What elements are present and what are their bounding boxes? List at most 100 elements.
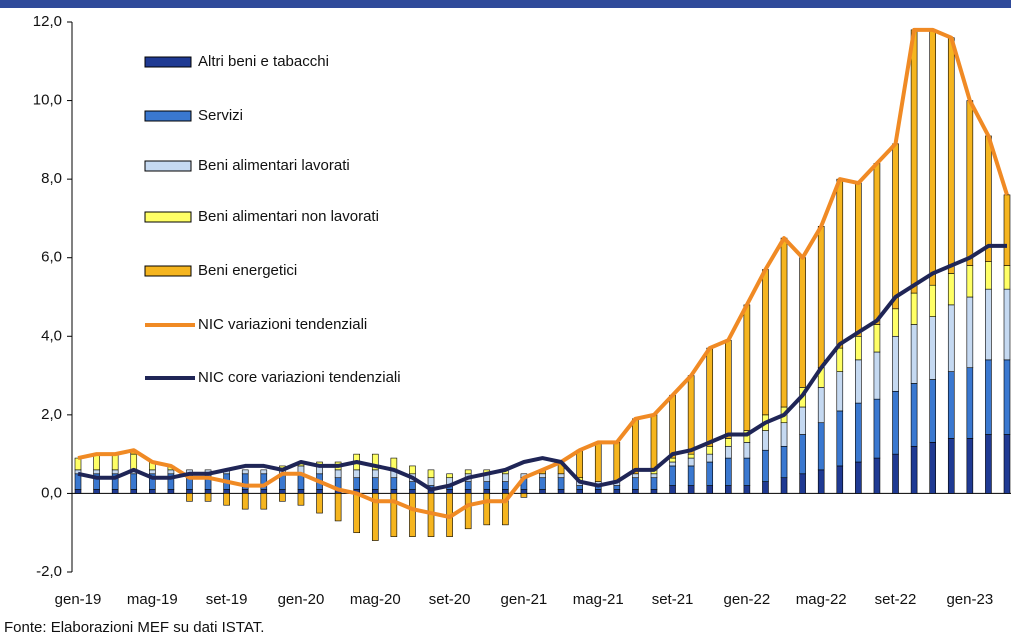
bar-segment <box>409 465 416 475</box>
bar-segment <box>892 308 899 337</box>
bar-segment <box>557 473 565 479</box>
bar-segment <box>594 442 602 482</box>
bar-segment <box>669 457 676 463</box>
bar-segment <box>483 489 491 494</box>
bar-segment <box>892 143 899 310</box>
bar-segment <box>706 453 714 463</box>
bar-segment <box>130 453 138 471</box>
source-note: Fonte: Elaborazioni MEF su dati ISTAT. <box>4 619 264 636</box>
bar-segment <box>873 163 881 325</box>
bar-segment <box>241 493 249 510</box>
bar-segment <box>1003 359 1011 435</box>
bar-segment <box>130 473 138 490</box>
bar-segment <box>223 489 230 494</box>
bar-segment <box>985 135 992 262</box>
bar-segment <box>613 442 621 482</box>
bar-segment <box>836 371 844 412</box>
bar-segment <box>539 489 546 494</box>
x-tick-label: mag-21 <box>573 591 624 608</box>
x-tick-label: set-20 <box>429 591 471 608</box>
bar-segment <box>966 367 974 439</box>
bar-segment <box>353 493 361 534</box>
bar-segment <box>929 29 936 286</box>
bar-segment <box>780 237 788 408</box>
bar-segment <box>687 453 695 459</box>
bar-segment <box>910 292 918 325</box>
x-tick-label: mag-20 <box>350 591 401 608</box>
x-tick-label: set-21 <box>652 591 694 608</box>
bar-segment <box>947 371 955 439</box>
x-tick-label: mag-19 <box>127 591 178 608</box>
bar-segment <box>353 477 361 490</box>
bar-segment <box>111 489 119 494</box>
bar-segment <box>855 461 862 494</box>
bar-segment <box>186 489 193 494</box>
bar-segment <box>297 493 305 506</box>
bar-segment <box>650 414 658 471</box>
bar-segment <box>297 489 305 494</box>
bar-segment <box>947 438 955 494</box>
bar-segment <box>111 453 119 471</box>
legend-label: Beni alimentari non lavorati <box>198 208 379 225</box>
bar-segment <box>985 359 992 435</box>
bar-segment <box>334 493 342 522</box>
bar-segment <box>873 324 881 353</box>
bar-segment <box>446 473 453 479</box>
bar-segment <box>371 493 379 541</box>
bar-segment <box>817 225 825 369</box>
bar-segment <box>167 469 175 475</box>
x-tick-label: gen-21 <box>501 591 548 608</box>
bar-segment <box>836 347 844 372</box>
x-tick-label: gen-23 <box>946 591 993 608</box>
bar-segment <box>706 445 714 455</box>
bar-segment <box>929 284 936 317</box>
bar-segment <box>855 182 862 337</box>
bar-segment <box>650 473 658 479</box>
bar-segment <box>929 442 936 494</box>
bar-segment <box>111 469 119 475</box>
bar-segment <box>241 489 249 494</box>
bar-segment <box>762 449 769 482</box>
bar-segment <box>799 257 806 388</box>
bar-segment <box>910 445 918 494</box>
y-tick-label: 8,0 <box>41 170 62 187</box>
bar-segment <box>910 383 918 447</box>
bar-segment <box>855 359 862 404</box>
legend-label: NIC variazioni tendenziali <box>198 316 367 333</box>
bar-segment <box>464 469 472 475</box>
bar-segment <box>836 465 844 494</box>
bar-segment <box>464 481 472 490</box>
bar-segment <box>687 375 695 455</box>
bar-segment <box>632 418 639 475</box>
bar-segment <box>390 477 398 490</box>
y-tick-label: 12,0 <box>33 13 62 30</box>
bar-segment <box>669 394 676 459</box>
legend-label: Beni energetici <box>198 262 297 279</box>
bar-segment <box>446 489 453 494</box>
bar-segment <box>520 489 528 494</box>
bar-segment <box>706 347 714 447</box>
bar-segment <box>799 473 806 494</box>
header-band <box>0 0 1011 8</box>
bar-segment <box>223 493 230 506</box>
bar-segment <box>632 489 639 494</box>
x-tick-label: set-19 <box>206 591 248 608</box>
bar-segment <box>985 288 992 361</box>
bar-segment <box>576 489 583 494</box>
bar-segment <box>892 335 899 392</box>
bar-segment <box>650 477 658 490</box>
legend-swatch <box>144 56 192 68</box>
bar-segment <box>502 493 509 526</box>
bar-segment <box>613 485 621 490</box>
bar-segment <box>74 457 82 471</box>
bar-segment <box>1003 434 1011 494</box>
bar-segment <box>687 485 695 494</box>
bar-segment <box>1003 288 1011 361</box>
bar-segment <box>353 469 361 479</box>
bar-segment <box>743 304 751 431</box>
bar-segment <box>724 445 732 459</box>
bar-segment <box>483 493 491 526</box>
bar-segment <box>279 489 286 494</box>
bar-segment <box>985 434 992 494</box>
